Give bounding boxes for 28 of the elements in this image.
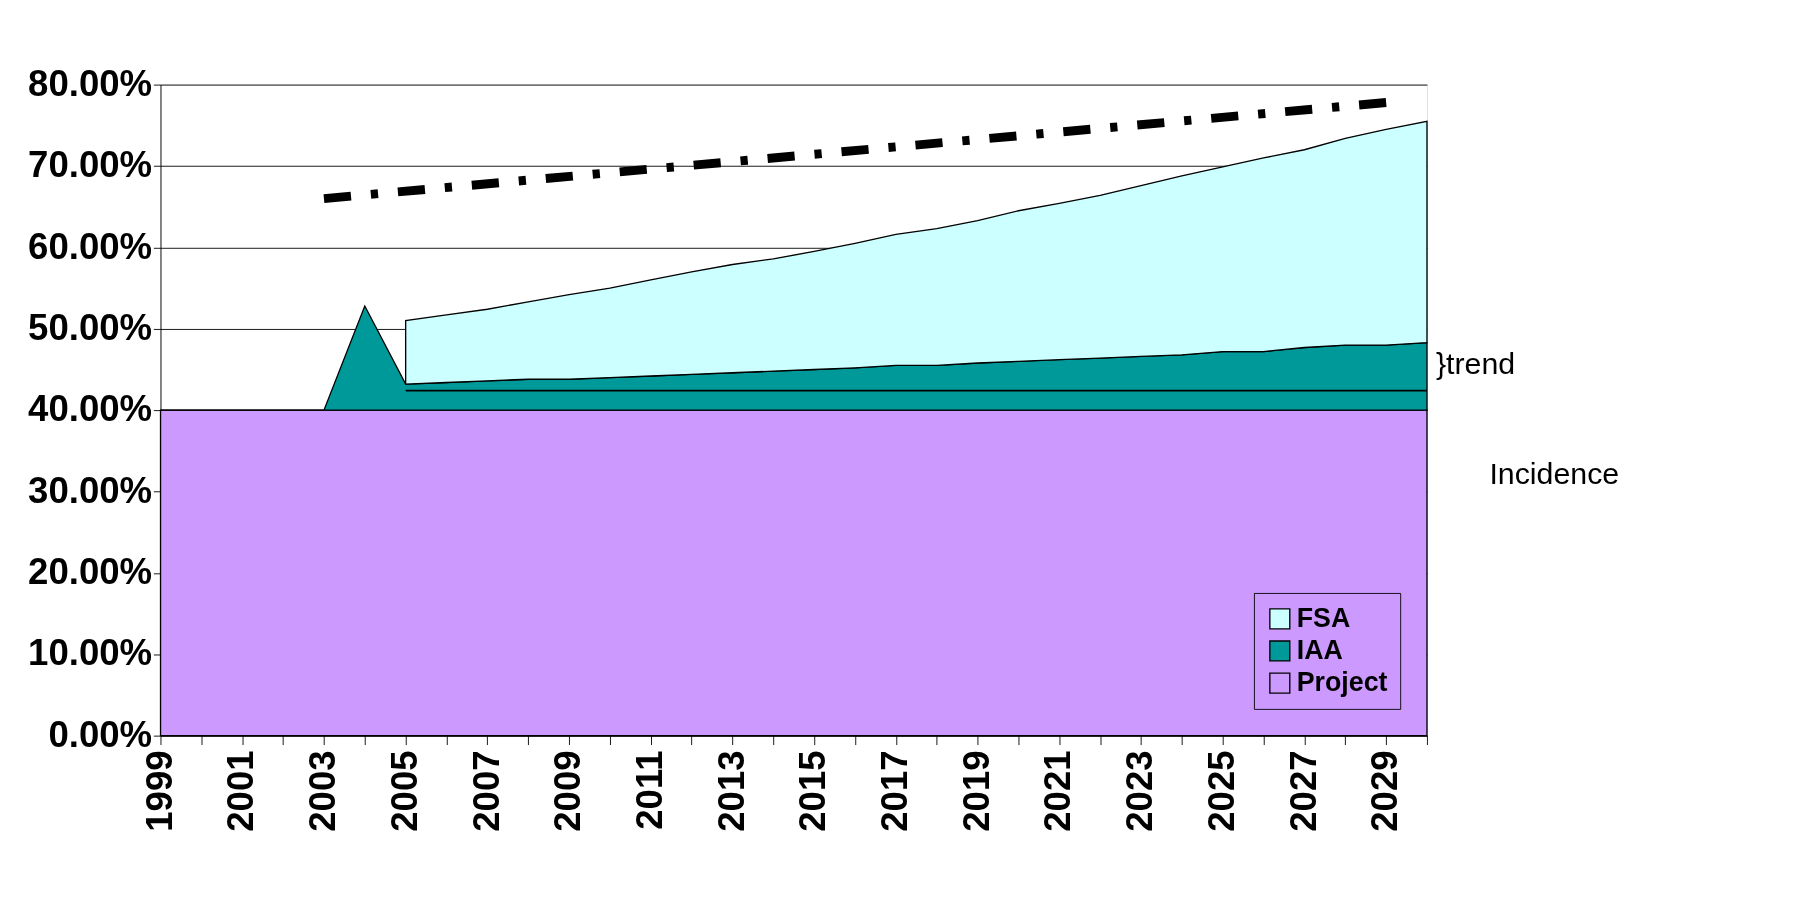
annotation: }trend xyxy=(1435,347,1516,381)
y-tick-label: 70.00% xyxy=(28,144,153,186)
x-tick-label: 2021 xyxy=(1037,750,1079,832)
x-tick-label: 2023 xyxy=(1119,750,1161,832)
x-tick-label: 2029 xyxy=(1364,750,1406,832)
x-tick-label: 2005 xyxy=(383,750,425,832)
x-tick-label: 2003 xyxy=(302,750,344,832)
y-tick-label: 20.00% xyxy=(28,551,153,593)
x-tick-label: 2017 xyxy=(874,750,916,832)
y-tick-label: 60.00% xyxy=(28,225,153,267)
x-tick-label: 2001 xyxy=(220,750,262,832)
x-tick-label: 2007 xyxy=(465,750,507,832)
annotation: Incidence xyxy=(1489,457,1620,491)
legend-label: Project xyxy=(1296,667,1388,698)
x-tick-label: 2015 xyxy=(792,750,834,832)
x-tick-label: 2019 xyxy=(955,750,997,832)
y-tick-label: 80.00% xyxy=(28,62,153,104)
x-tick-label: 2009 xyxy=(547,750,589,832)
y-tick-label: 40.00% xyxy=(28,388,153,430)
x-tick-label: 2027 xyxy=(1282,750,1324,832)
x-tick-label: 2011 xyxy=(628,750,670,830)
x-tick-label: 2013 xyxy=(710,750,752,832)
y-tick-label: 50.00% xyxy=(28,306,153,348)
y-tick-label: 30.00% xyxy=(28,469,153,511)
y-tick-label: 10.00% xyxy=(28,632,153,674)
legend-label: IAA xyxy=(1296,634,1343,665)
x-tick-label: 2025 xyxy=(1200,750,1242,832)
legend-label: FSA xyxy=(1296,602,1351,633)
